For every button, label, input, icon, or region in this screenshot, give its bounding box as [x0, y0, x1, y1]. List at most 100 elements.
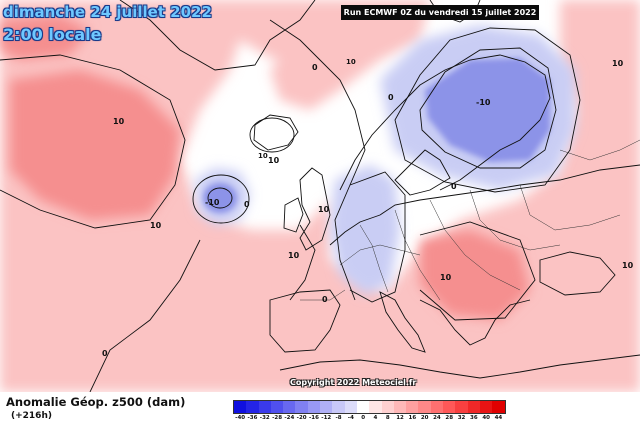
contour-0-atlantic-low — [192, 174, 250, 224]
color-scale-value-label: -36 — [247, 415, 258, 421]
strong-positive-fields — [0, 15, 530, 320]
color-scale-swatch — [443, 401, 456, 413]
contour-label: 0 — [388, 93, 394, 102]
border-line-4 — [429, 199, 521, 291]
positive-anomaly-north — [270, 0, 430, 110]
north-africa-coast — [279, 354, 640, 379]
greenland-coast — [119, 0, 316, 71]
border-line-1 — [339, 244, 421, 266]
contour-label: 0 — [451, 182, 457, 191]
color-scale-swatch — [307, 401, 321, 413]
border-line-8 — [559, 139, 640, 161]
color-scale-value-label: 8 — [385, 415, 390, 421]
baltic-coast — [394, 149, 451, 196]
contour-label: 10 — [268, 156, 280, 165]
contour-label: 10 — [622, 261, 634, 270]
negative-anomaly-central-europe — [330, 165, 400, 295]
strong-negative-scandinavia — [425, 58, 550, 162]
color-scale-swatch — [393, 401, 407, 413]
color-scale-value-label: -20 — [296, 415, 307, 421]
forecast-date: dimanche 24 juillet 2022 — [3, 3, 212, 21]
contour-lines — [0, 19, 581, 392]
contour-label-group: 10 0 10 10 10 -10 0 0 10 0 10 -10 0 10 1… — [102, 59, 634, 358]
weather-map: 10 0 10 10 10 -10 0 0 10 0 10 -10 0 10 1… — [0, 0, 640, 392]
color-scale-value-label: -4 — [347, 415, 354, 421]
scandinavia-coast — [339, 54, 551, 191]
color-scale-swatch — [418, 401, 431, 413]
border-line-2 — [359, 224, 389, 293]
italy-coast — [379, 291, 426, 353]
contour-0-north — [269, 19, 366, 301]
color-scale-swatch — [455, 401, 468, 413]
copyright-text: Copyright 2022 Meteociel.fr — [290, 378, 417, 387]
color-scale-swatch — [270, 401, 284, 413]
color-scale-value-label: 24 — [433, 415, 441, 421]
color-scale-swatch — [295, 401, 308, 413]
british-isles-coast — [299, 167, 331, 251]
strong-positive-atlantic — [10, 70, 180, 220]
color-scale-value-label: -12 — [321, 415, 332, 421]
contour-label: 10 — [113, 117, 125, 126]
color-scale-value-label: -32 — [259, 415, 270, 421]
black-sea-coast — [539, 251, 616, 296]
color-scale-swatch — [479, 401, 493, 413]
color-scale-value-label: 16 — [408, 415, 417, 421]
contour-label: -10 — [476, 98, 491, 107]
color-scale-value-label: -28 — [272, 415, 283, 421]
center-marker: 10 — [258, 152, 268, 160]
contour-label: 10 — [612, 59, 624, 68]
color-scale-value-label: 4 — [373, 415, 378, 421]
contour-10-iceland — [249, 117, 295, 153]
color-scale-value-label: 20 — [420, 415, 429, 421]
balkans-coast — [419, 299, 531, 346]
color-scale-swatch — [430, 401, 444, 413]
color-scale-swatch — [406, 401, 419, 413]
color-scale-swatch — [283, 401, 296, 413]
color-scale-swatch — [381, 401, 394, 413]
border-line-7 — [300, 289, 346, 301]
center-marker-group: 10 10 — [258, 58, 356, 160]
strong-positive-northwest — [0, 15, 90, 60]
color-scale-swatch — [332, 401, 345, 413]
parameter-title: Anomalie Géop. z500 (dam) — [6, 395, 186, 409]
contour-label: 10 — [150, 221, 162, 230]
map-footer: Anomalie Géop. z500 (dam) (+216h) -40 -36… — [0, 392, 640, 427]
color-scale-swatch — [356, 401, 370, 413]
contour-10-east — [419, 221, 536, 321]
color-scale-value-label: 12 — [396, 415, 404, 421]
anomaly-map-svg: 10 0 10 10 10 -10 0 0 10 0 10 -10 0 10 1… — [0, 0, 640, 392]
center-marker: 10 — [346, 58, 356, 66]
contour-neg10-atlantic-low — [207, 187, 233, 209]
iberia-coast — [269, 289, 341, 353]
contour-label: 0 — [312, 63, 318, 72]
color-scale-swatch — [492, 401, 505, 413]
contour-label: 0 — [244, 200, 250, 209]
contour-label: 0 — [102, 349, 108, 358]
coastlines — [119, 0, 640, 379]
ireland-coast — [283, 197, 304, 233]
color-scale-value-label: -16 — [308, 415, 319, 421]
border-line-6 — [519, 184, 621, 231]
color-scale-value-label: 32 — [457, 415, 466, 421]
border-line-3 — [394, 209, 441, 301]
continental-coast — [329, 164, 640, 246]
color-scale-value-label: -8 — [335, 415, 342, 421]
color-scale-swatch — [467, 401, 480, 413]
color-scale-labels: -40 -36 -32 -28 -24 -20 -16 -12 -8 -4 0 4 8 12 16 20 24 2… — [233, 415, 523, 425]
color-scale-swatch — [344, 401, 357, 413]
color-scale-value-label: 44 — [494, 415, 503, 421]
color-scale-swatch — [258, 401, 271, 413]
positive-anomaly-south — [230, 260, 420, 392]
color-scale-swatch — [234, 401, 247, 413]
contour-10-west-europe — [289, 224, 316, 301]
color-scale-value-label: 28 — [445, 415, 454, 421]
color-scale-swatch — [320, 401, 333, 413]
color-scale-value-label: 36 — [470, 415, 478, 421]
contour-0-atlantic — [89, 239, 201, 392]
color-scale-value-label: 0 — [361, 415, 366, 421]
run-info-box: Run ECMWF 0Z du vendredi 15 juillet 2022 — [341, 5, 539, 20]
contour-neg10-scandinavia — [419, 47, 557, 169]
iceland-coast — [253, 114, 299, 151]
color-scale-value-label: 40 — [482, 415, 490, 421]
contour-0-scandinavia — [394, 27, 581, 193]
